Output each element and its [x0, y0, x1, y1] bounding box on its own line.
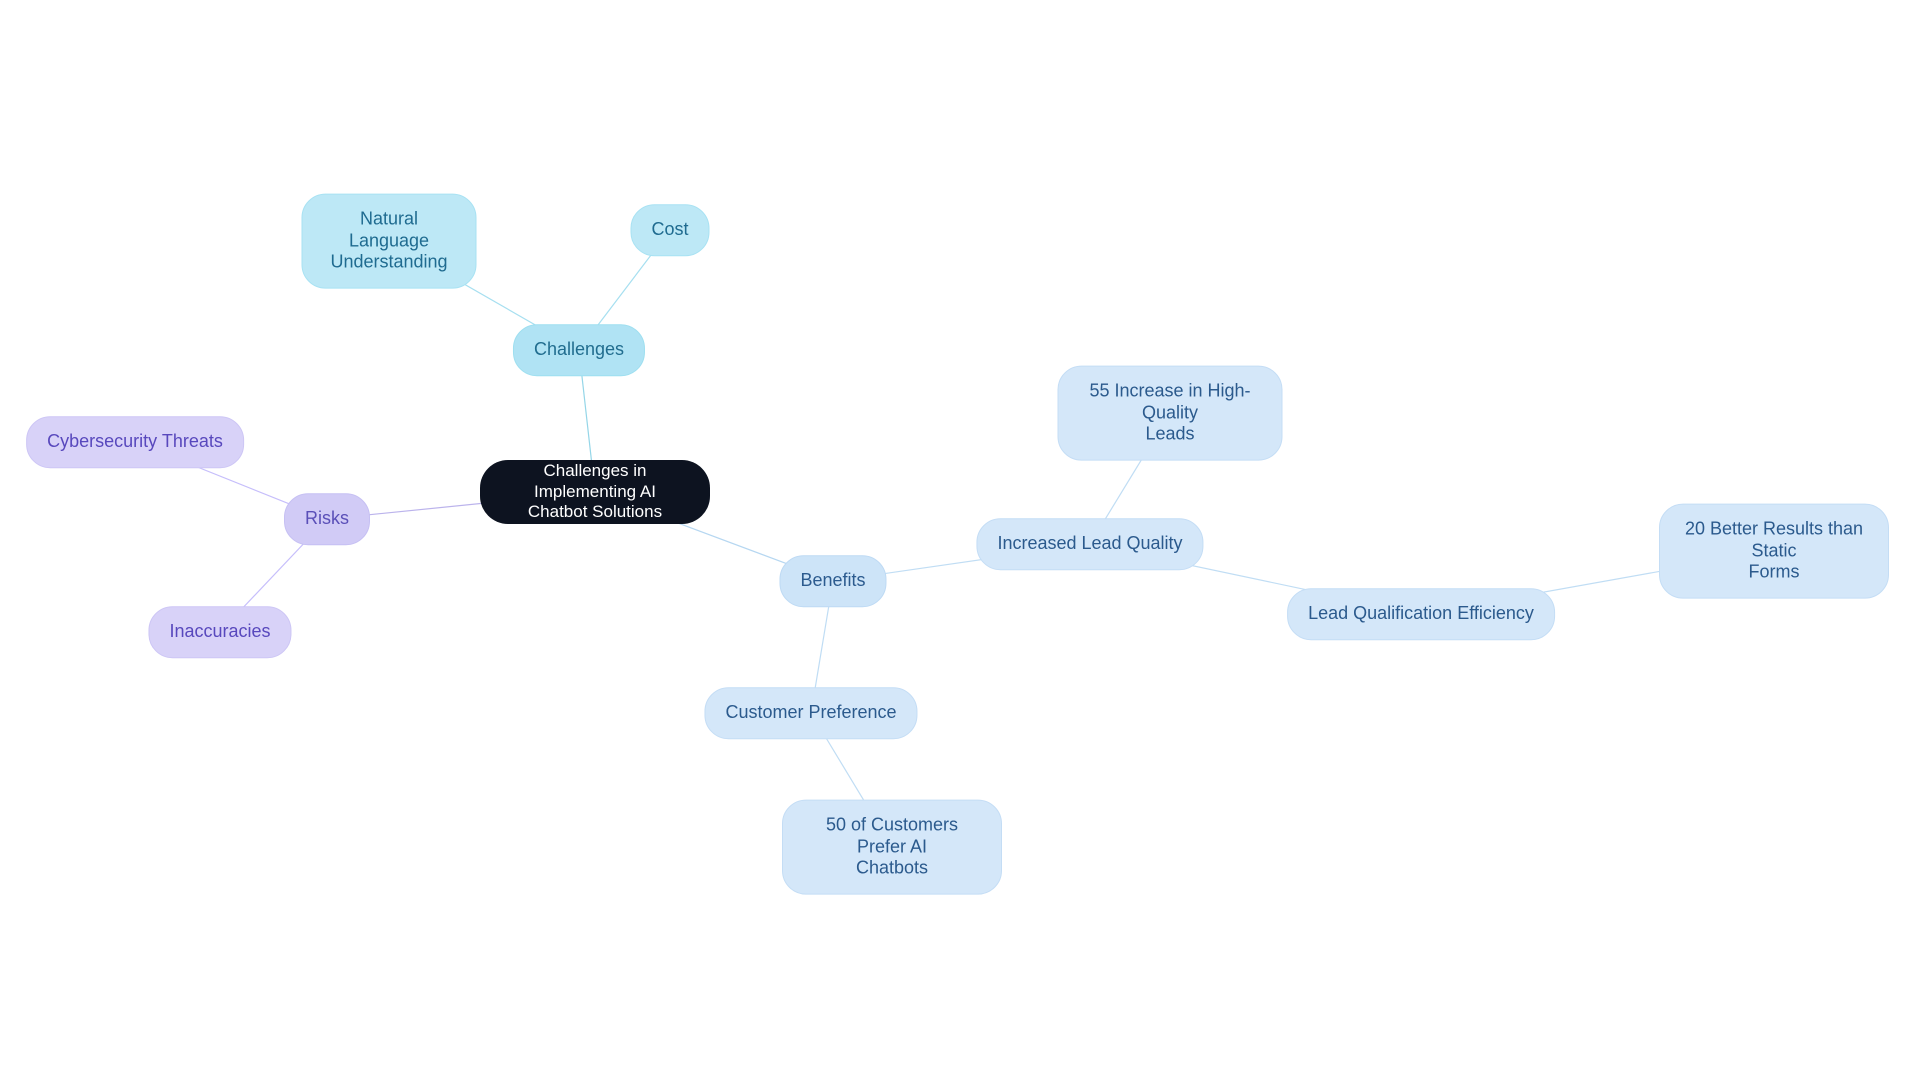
- node-cost[interactable]: Cost: [630, 204, 709, 256]
- node-nlu[interactable]: Natural Language Understanding: [302, 194, 477, 289]
- node-inaccuracies[interactable]: Inaccuracies: [148, 606, 291, 658]
- node-lead-efficiency[interactable]: Lead Qualification Efficiency: [1287, 588, 1555, 640]
- node-risks[interactable]: Risks: [284, 493, 370, 545]
- node-challenges[interactable]: Challenges: [513, 324, 645, 376]
- node-better-20[interactable]: 20 Better Results than Static Forms: [1659, 504, 1889, 599]
- node-pref-50[interactable]: 50 of Customers Prefer AI Chatbots: [782, 800, 1002, 895]
- node-lead-quality[interactable]: Increased Lead Quality: [976, 518, 1203, 570]
- node-center[interactable]: Challenges in Implementing AI Chatbot So…: [480, 460, 710, 524]
- node-benefits[interactable]: Benefits: [779, 555, 886, 607]
- node-cyber[interactable]: Cybersecurity Threats: [26, 416, 244, 468]
- node-increase-55[interactable]: 55 Increase in High-Quality Leads: [1058, 366, 1283, 461]
- edge-layer: [0, 0, 1920, 1083]
- node-customer-preference[interactable]: Customer Preference: [704, 687, 917, 739]
